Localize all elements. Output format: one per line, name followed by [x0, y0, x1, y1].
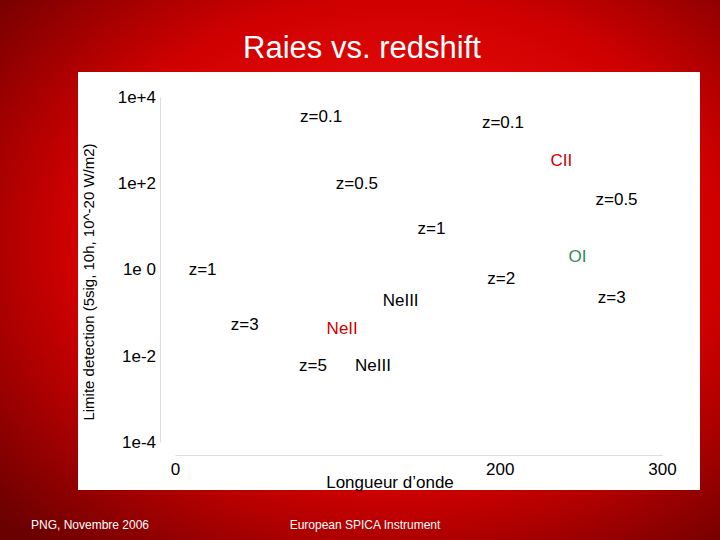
- x-tick-label: 300: [648, 460, 676, 479]
- y-axis-title: Limite detection (5sig, 10h, 10^-20 W/m2…: [80, 143, 97, 420]
- line-name: NeIII: [355, 356, 391, 375]
- x-tick: 300: [648, 455, 676, 479]
- y-tick-label: 1e-4: [122, 433, 156, 452]
- point-label: z=3: [598, 288, 626, 307]
- footer: PNG, Novembre 2006: [31, 518, 149, 532]
- line-name: OI: [569, 247, 587, 266]
- y-tick-label: 1e 0: [123, 260, 156, 279]
- y-tick-label: 1e-2: [122, 347, 156, 366]
- y-tick: 1e-4: [122, 433, 160, 452]
- point-label: z=1: [418, 219, 446, 238]
- annotations: CII OI NeIII NeII NeIII: [327, 151, 587, 375]
- point-label: z=5: [299, 356, 327, 375]
- x-axis-title: Longueur d’onde: [326, 473, 454, 492]
- x-tick-label: 0: [171, 460, 180, 479]
- y-tick: 1e+4: [118, 88, 160, 107]
- slide: Raies vs. redshift 1e+4 1e+2 1e 0 1e-2 1e-4 0 2…: [0, 0, 720, 540]
- x-tick: 200: [486, 455, 514, 479]
- y-axis: 1e+4 1e+2 1e 0 1e-2 1e-4: [118, 88, 161, 452]
- point-label: z=3: [231, 315, 259, 334]
- line-name: CII: [550, 151, 572, 170]
- y-tick-label: 1e+2: [118, 174, 156, 193]
- point-label: z=0.1: [300, 107, 342, 126]
- y-tick: 1e+2: [118, 174, 160, 193]
- y-axis-line: [160, 98, 161, 443]
- marks: z=0.1 z=0.1 z=0.5 z=0.5 z=1 z=1 z=2 z=3 z=3 z=5: [189, 107, 638, 375]
- x-tick-label: 200: [486, 460, 514, 479]
- point-label: z=0.5: [596, 190, 638, 209]
- line-name: NeIII: [383, 291, 419, 310]
- x-tick: 0: [171, 455, 180, 479]
- point-label: z=0.5: [336, 174, 378, 193]
- line-name: NeII: [327, 319, 358, 338]
- title: Raies vs. redshift: [243, 30, 481, 65]
- y-tick: 1e 0: [123, 260, 160, 279]
- point-label: z=1: [189, 260, 217, 279]
- point-label: z=2: [487, 269, 515, 288]
- y-tick: 1e-2: [122, 347, 160, 366]
- point-label: z=0.1: [482, 113, 524, 132]
- footer: European SPICA Instrument: [290, 518, 441, 532]
- y-tick-label: 1e+4: [118, 88, 156, 107]
- plot-panel: [78, 72, 700, 490]
- x-axis-line: [176, 455, 663, 456]
- background: [0, 0, 720, 540]
